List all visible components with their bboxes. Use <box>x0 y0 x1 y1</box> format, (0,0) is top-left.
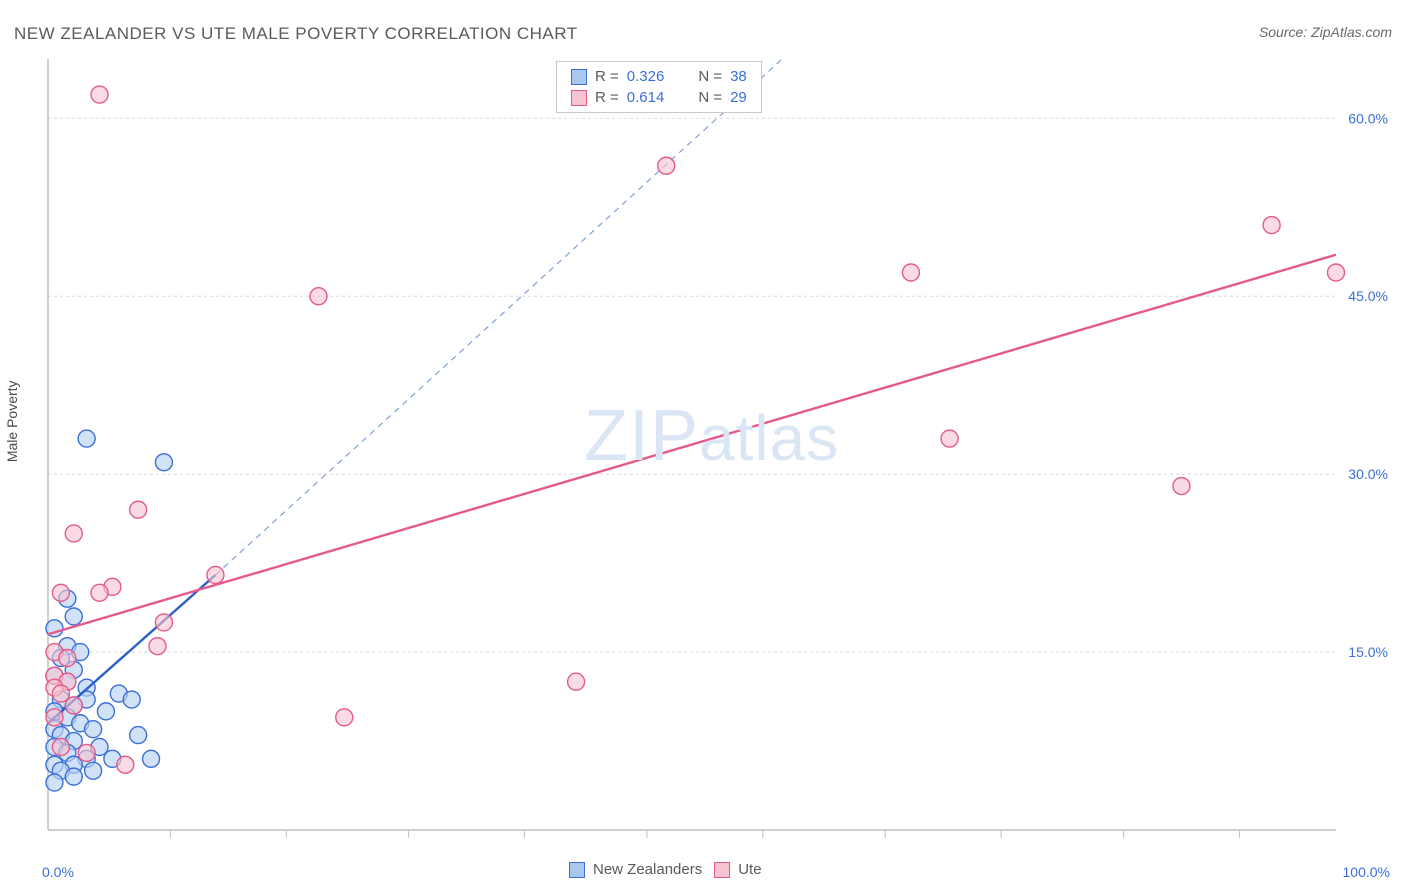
scatter-plot: 15.0% 30.0% 45.0% 60.0% <box>44 55 1396 860</box>
legend-row: R = 0.326 N = 38 <box>557 66 761 87</box>
svg-text:15.0%: 15.0% <box>1348 644 1388 660</box>
legend-label: New Zealanders <box>593 861 702 878</box>
legend-item: New Zealanders <box>569 861 702 878</box>
r-value: 0.614 <box>627 89 665 106</box>
chart-title: NEW ZEALANDER VS UTE MALE POVERTY CORREL… <box>14 24 578 44</box>
x-tick-label: 100.0% <box>1343 864 1390 880</box>
source-credit: Source: ZipAtlas.com <box>1259 24 1392 40</box>
r-value: 0.326 <box>627 68 665 85</box>
n-value: 29 <box>730 89 747 106</box>
legend-swatch-ute <box>714 862 730 878</box>
r-label: R = <box>595 89 619 106</box>
svg-text:30.0%: 30.0% <box>1348 466 1388 482</box>
n-label: N = <box>698 68 722 85</box>
svg-text:60.0%: 60.0% <box>1348 110 1388 126</box>
legend-item: Ute <box>714 861 761 878</box>
legend-swatch-ute <box>571 90 587 106</box>
legend-swatch-nz <box>571 69 587 85</box>
series-legend: New Zealanders Ute <box>569 861 762 878</box>
n-value: 38 <box>730 68 747 85</box>
legend-row: R = 0.614 N = 29 <box>557 87 761 108</box>
chart-area: 15.0%30.0%45.0%60.0% ZIPatlas R = 0.326 … <box>44 55 1396 860</box>
n-label: N = <box>698 89 722 106</box>
correlation-legend: R = 0.326 N = 38 R = 0.614 N = 29 <box>556 61 762 113</box>
x-tick-label: 0.0% <box>42 864 74 880</box>
legend-label: Ute <box>738 861 761 878</box>
y-axis-label: Male Poverty <box>4 380 20 462</box>
svg-text:45.0%: 45.0% <box>1348 288 1388 304</box>
r-label: R = <box>595 68 619 85</box>
legend-swatch-nz <box>569 862 585 878</box>
